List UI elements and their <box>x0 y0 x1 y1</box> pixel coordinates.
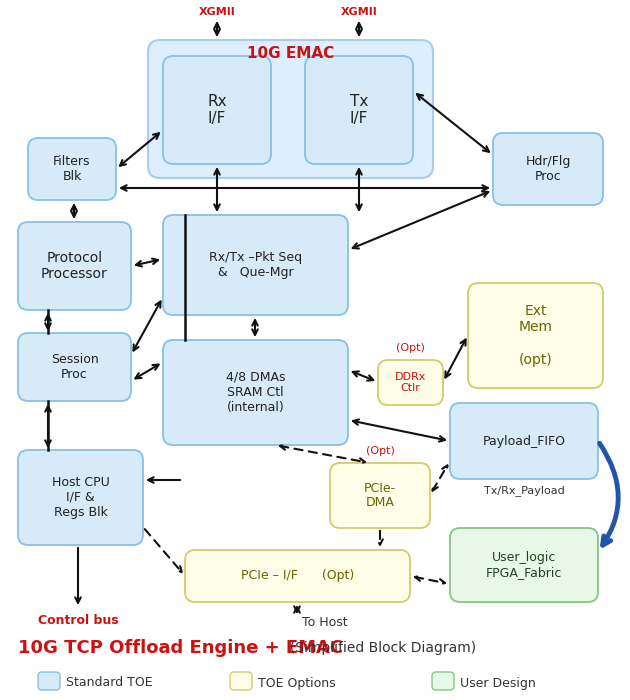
Text: Rx/Tx –Pkt Seq
&   Que-Mgr: Rx/Tx –Pkt Seq & Que-Mgr <box>209 251 302 279</box>
Text: (Opt): (Opt) <box>365 446 394 456</box>
Text: Payload_FIFO: Payload_FIFO <box>483 435 566 447</box>
Text: To Host: To Host <box>302 615 348 629</box>
FancyBboxPatch shape <box>450 528 598 602</box>
Text: Control bus: Control bus <box>38 613 118 626</box>
FancyBboxPatch shape <box>28 138 116 200</box>
FancyBboxPatch shape <box>18 222 131 310</box>
Text: User Design: User Design <box>460 676 536 690</box>
FancyBboxPatch shape <box>163 215 348 315</box>
FancyBboxPatch shape <box>330 463 430 528</box>
FancyBboxPatch shape <box>305 56 413 164</box>
Text: 10G TCP Offload Engine + EMAC: 10G TCP Offload Engine + EMAC <box>18 639 343 657</box>
Text: 10G EMAC: 10G EMAC <box>247 46 334 60</box>
Text: Session
Proc: Session Proc <box>50 353 98 381</box>
FancyBboxPatch shape <box>163 56 271 164</box>
Text: PCIe-
DMA: PCIe- DMA <box>364 482 396 510</box>
FancyBboxPatch shape <box>18 333 131 401</box>
FancyBboxPatch shape <box>230 672 252 690</box>
Text: PCIe – I/F      (Opt): PCIe – I/F (Opt) <box>241 570 354 582</box>
FancyBboxPatch shape <box>148 40 433 178</box>
Text: Rx
I/F: Rx I/F <box>207 94 227 126</box>
Text: User_logic
FPGA_Fabric: User_logic FPGA_Fabric <box>486 551 562 579</box>
Text: Host CPU
I/F &
Regs Blk: Host CPU I/F & Regs Blk <box>52 476 110 519</box>
Text: XGMII: XGMII <box>341 7 377 17</box>
Text: Tx
I/F: Tx I/F <box>350 94 368 126</box>
FancyBboxPatch shape <box>493 133 603 205</box>
Text: 4/8 DMAs
SRAM Ctl
(internal): 4/8 DMAs SRAM Ctl (internal) <box>226 371 285 414</box>
Text: Tx/Rx_Payload: Tx/Rx_Payload <box>484 486 564 496</box>
Text: Filters
Blk: Filters Blk <box>54 155 91 183</box>
FancyBboxPatch shape <box>378 360 443 405</box>
FancyBboxPatch shape <box>38 672 60 690</box>
FancyBboxPatch shape <box>432 672 454 690</box>
Text: DDRx
Ctlr: DDRx Ctlr <box>395 372 426 393</box>
FancyBboxPatch shape <box>185 550 410 602</box>
Text: TOE Options: TOE Options <box>258 676 336 690</box>
Text: (Opt): (Opt) <box>396 343 425 353</box>
FancyBboxPatch shape <box>18 450 143 545</box>
FancyBboxPatch shape <box>450 403 598 479</box>
Text: Hdr/Flg
Proc: Hdr/Flg Proc <box>525 155 571 183</box>
Text: Protocol
Processor: Protocol Processor <box>41 251 108 281</box>
Text: Standard TOE: Standard TOE <box>66 676 152 690</box>
FancyArrowPatch shape <box>600 443 618 545</box>
Text: XGMII: XGMII <box>198 7 236 17</box>
Text: (Simplified Block Diagram): (Simplified Block Diagram) <box>281 641 476 655</box>
FancyBboxPatch shape <box>163 340 348 445</box>
Text: Ext
Mem

(opt): Ext Mem (opt) <box>518 304 553 367</box>
FancyBboxPatch shape <box>468 283 603 388</box>
